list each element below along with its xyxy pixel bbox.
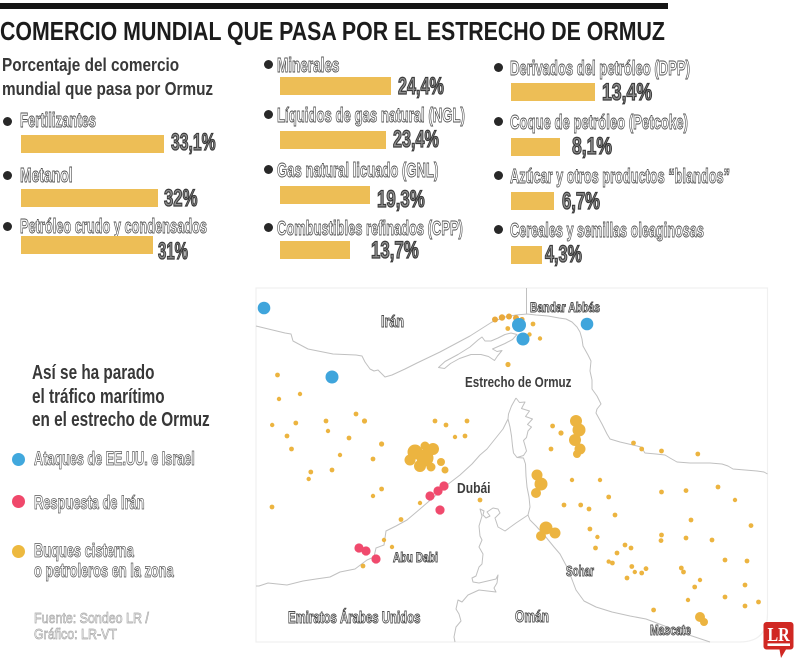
svg-text:LR: LR (768, 623, 791, 645)
